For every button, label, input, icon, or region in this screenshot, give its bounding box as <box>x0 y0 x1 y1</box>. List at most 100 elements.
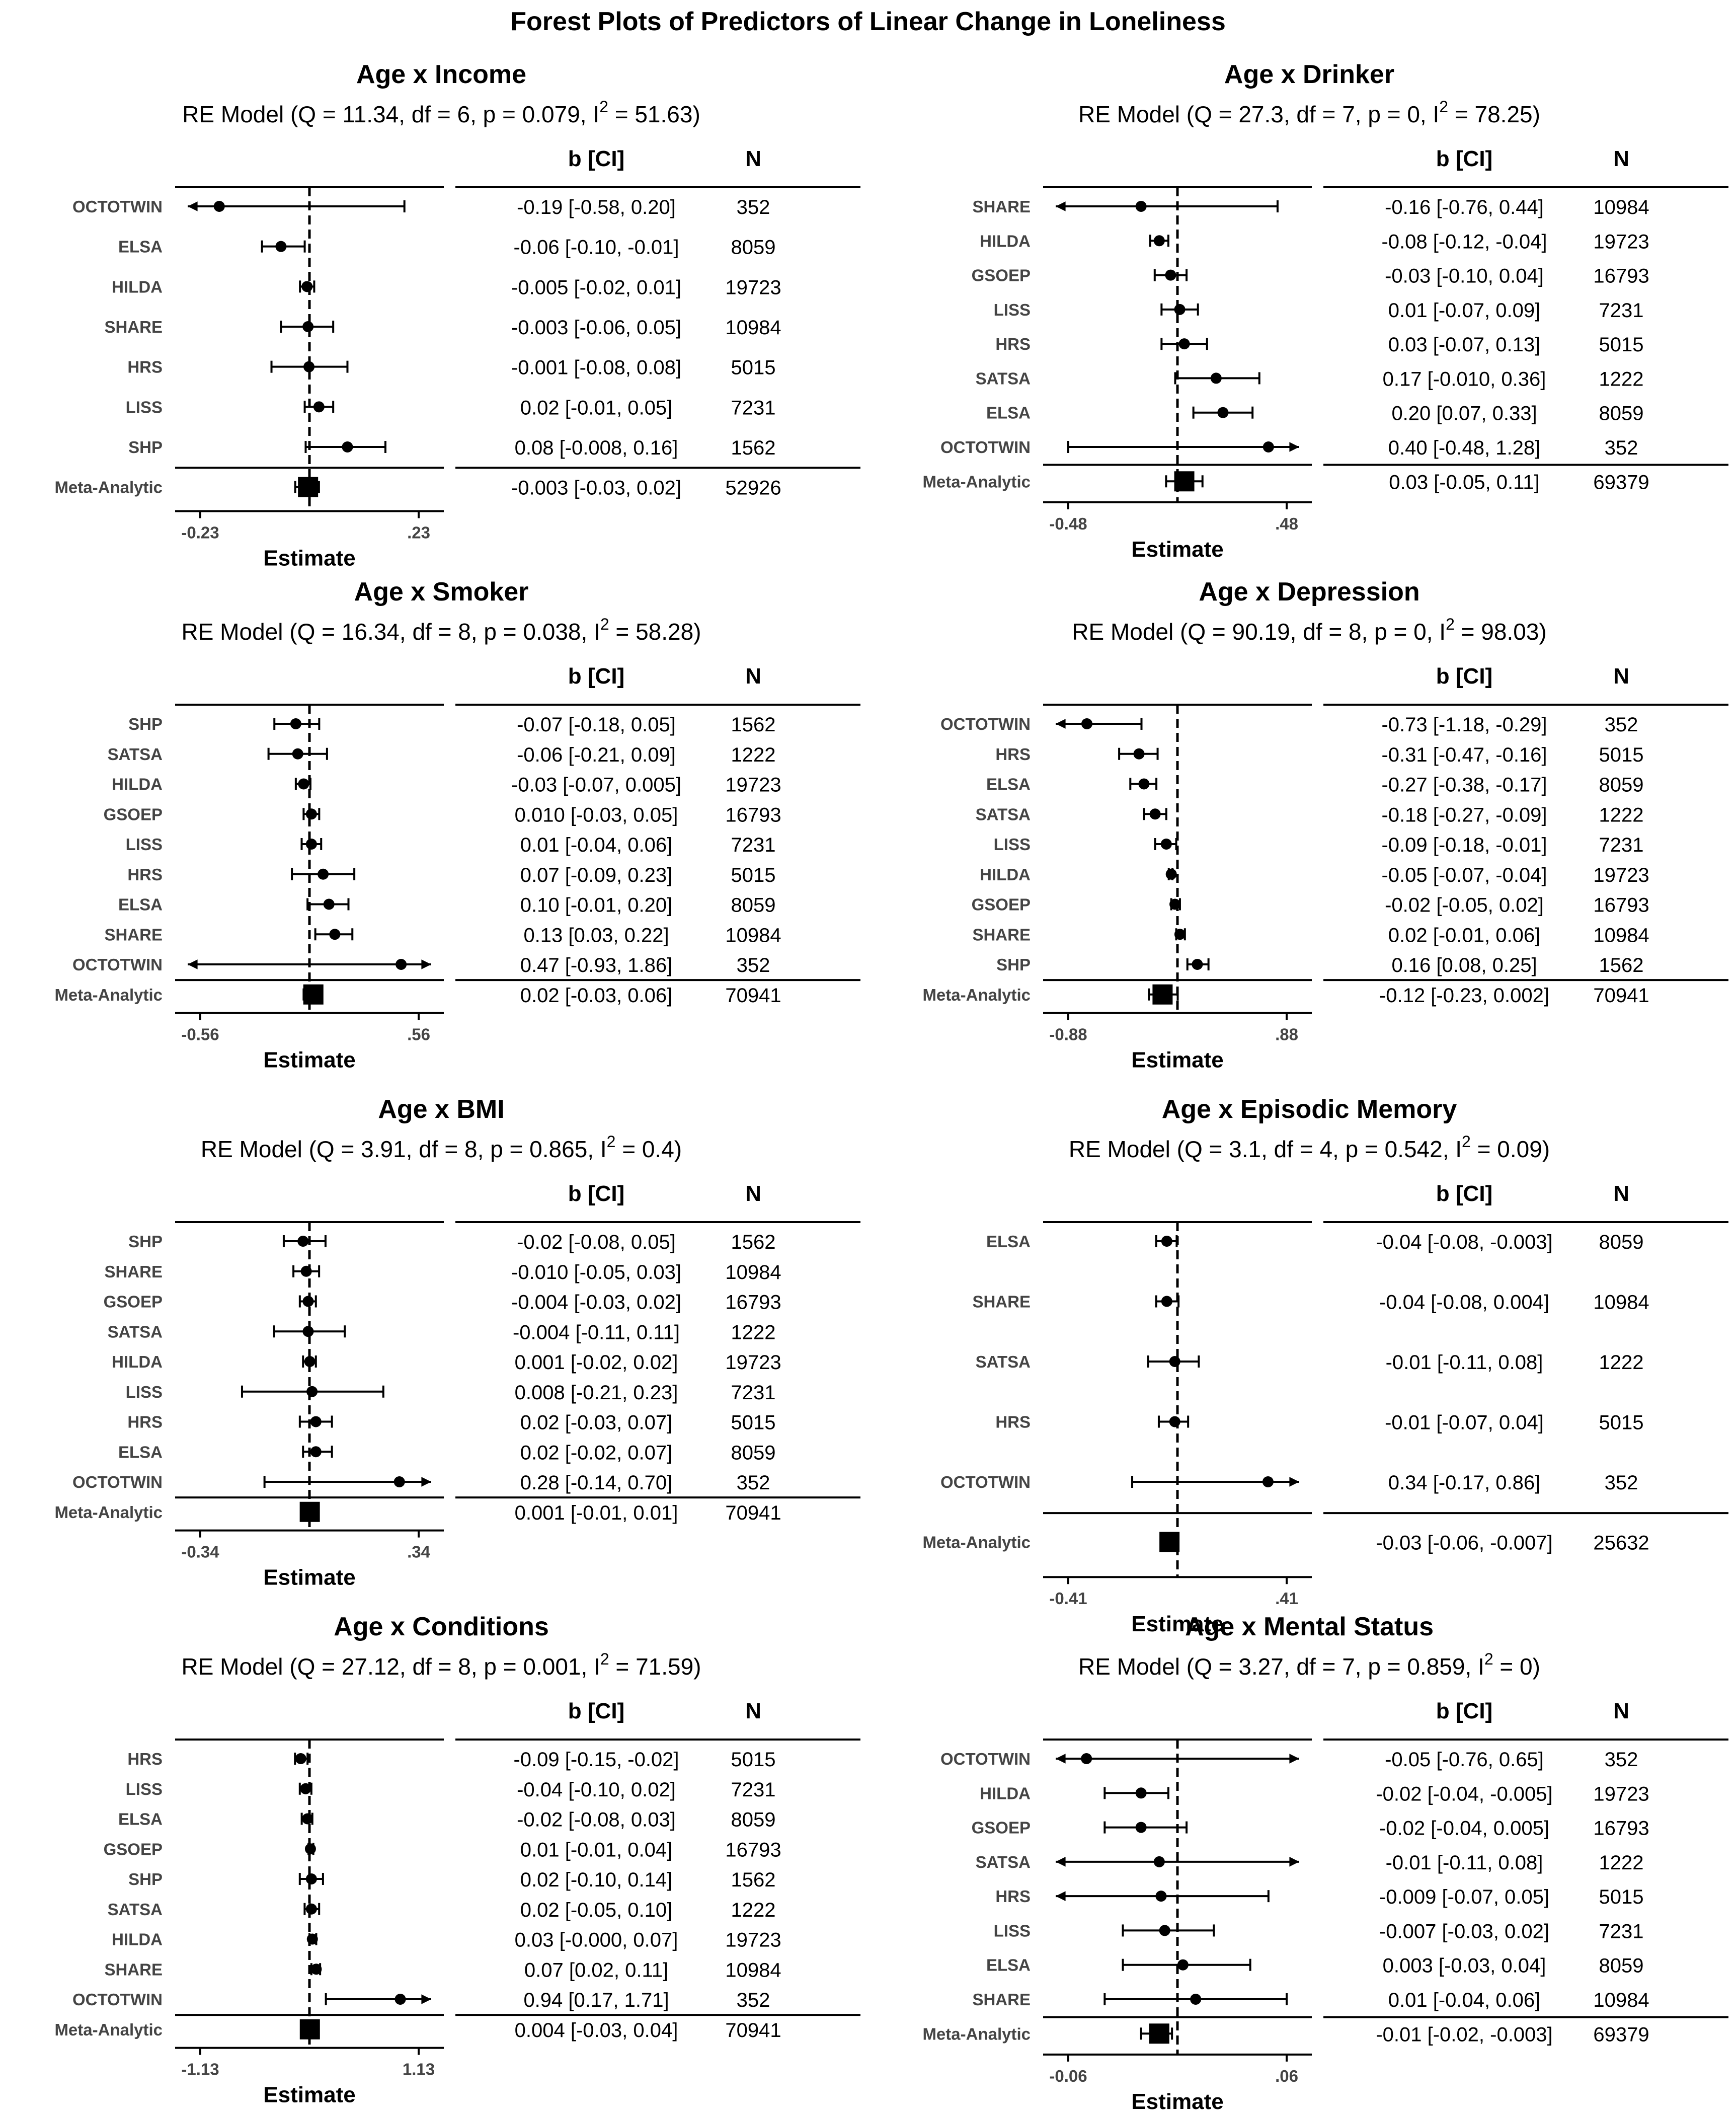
x-tick-label: -0.48 <box>1049 514 1087 533</box>
study-row-octotwin: OCTOTWIN 0.28 [-0.14, 0.70] 352 <box>72 1472 770 1494</box>
meta-analytic-row: Meta-Analytic 0.03 [-0.05, 0.11] 69379 <box>922 471 1649 493</box>
sample-size-text: 16793 <box>725 1292 781 1314</box>
estimate-ci-text: 0.07 [0.02, 0.11] <box>524 1959 668 1981</box>
point-estimate <box>298 778 309 790</box>
header-b-ci: b [CI] <box>568 664 624 689</box>
ci-clip-arrow <box>1289 1754 1299 1764</box>
sample-size-text: 7231 <box>731 834 776 856</box>
study-label: HRS <box>995 1413 1031 1431</box>
estimate-ci-text: 0.02 [-0.01, 0.05] <box>520 397 672 419</box>
estimate-ci-text: -0.009 [-0.07, 0.05] <box>1379 1886 1549 1908</box>
study-label: SHP <box>996 955 1031 974</box>
estimate-ci-text: -0.01 [-0.11, 0.08] <box>1386 1852 1543 1874</box>
sample-size-text: 10984 <box>725 1261 781 1284</box>
ci-clip-arrow <box>1289 1857 1299 1867</box>
meta-estimate-square <box>1174 471 1195 492</box>
model-summary: RE Model (Q = 90.19, df = 8, p = 0, I2 =… <box>1072 615 1546 645</box>
sample-size-text: 7231 <box>731 1382 776 1404</box>
model-summary-prefix: RE Model (Q = 3.1, df = 4, p = 0.542, I <box>1069 1136 1462 1162</box>
study-label: SATSA <box>108 745 163 764</box>
study-row-share: SHARE -0.003 [-0.06, 0.05] 10984 <box>104 317 781 339</box>
estimate-ci-text: -0.19 [-0.58, 0.20] <box>517 196 676 218</box>
sample-size-text: 8059 <box>1599 774 1644 796</box>
study-label: OCTOTWIN <box>940 1750 1031 1768</box>
point-estimate <box>290 718 301 729</box>
sample-size-text: 352 <box>1605 714 1638 736</box>
sample-size-text: 7231 <box>1599 834 1644 856</box>
x-tick-label: .56 <box>407 1025 430 1044</box>
sample-size-text: 10984 <box>1593 1292 1649 1314</box>
x-axis-label: Estimate <box>1131 2089 1223 2114</box>
point-estimate <box>1159 1925 1170 1936</box>
point-estimate <box>213 201 225 212</box>
point-estimate <box>1262 441 1274 452</box>
study-label: HILDA <box>112 1930 163 1949</box>
study-label: ELSA <box>118 238 163 256</box>
study-label: HRS <box>127 358 163 376</box>
estimate-ci-text: -0.07 [-0.18, 0.05] <box>517 714 676 736</box>
study-row-hrs: HRS -0.09 [-0.15, -0.02] 5015 <box>127 1749 775 1771</box>
point-estimate <box>300 1265 312 1277</box>
study-row-gsoep: GSOEP -0.004 [-0.03, 0.02] 16793 <box>104 1292 781 1314</box>
ci-clip-arrow <box>421 959 431 969</box>
sample-size-text: 7231 <box>1599 1920 1644 1942</box>
header-n: N <box>745 1699 761 1723</box>
estimate-ci-text: -0.04 [-0.08, 0.004] <box>1379 1292 1549 1314</box>
estimate-ci-text: 0.01 [-0.01, 0.04] <box>520 1839 672 1861</box>
study-row-hrs: HRS 0.07 [-0.09, 0.23] 5015 <box>127 864 775 886</box>
header-n: N <box>745 664 761 689</box>
header-b-ci: b [CI] <box>1436 664 1492 689</box>
point-estimate <box>1177 1959 1189 1971</box>
sample-size-text: 10984 <box>1593 924 1649 946</box>
study-row-satsa: SATSA -0.18 [-0.27, -0.09] 1222 <box>976 804 1644 826</box>
estimate-ci-text: -0.02 [-0.04, 0.005] <box>1379 1818 1549 1840</box>
point-estimate <box>302 1813 313 1825</box>
panel-title: Age x Drinker <box>1224 60 1394 89</box>
x-axis-label: Estimate <box>263 1048 355 1073</box>
estimate-ci-text: 0.01 [-0.04, 0.06] <box>520 834 672 856</box>
study-label: GSOEP <box>972 266 1031 285</box>
study-row-octotwin: OCTOTWIN -0.73 [-1.18, -0.29] 352 <box>940 714 1638 736</box>
header-n: N <box>1613 146 1629 171</box>
study-label: SHARE <box>972 197 1031 216</box>
study-label: HILDA <box>980 1784 1031 1802</box>
meta-label: Meta-Analytic <box>922 2024 1031 2043</box>
estimate-ci-text: 0.28 [-0.14, 0.70] <box>520 1472 672 1494</box>
sample-size-text: 7231 <box>731 397 776 419</box>
panel-age-x-conditions: Age x Conditions RE Model (Q = 27.12, df … <box>54 1612 860 2107</box>
ci-clip-arrow <box>1289 1477 1299 1487</box>
meta-estimate-square <box>1159 1532 1180 1552</box>
meta-estimate-square <box>303 984 324 1005</box>
meta-sample-size-text: 70941 <box>1593 985 1649 1007</box>
ci-clip-arrow <box>1056 201 1066 211</box>
point-estimate <box>1169 898 1181 910</box>
meta-label: Meta-Analytic <box>54 986 163 1004</box>
ci-clip-arrow <box>1056 1891 1066 1901</box>
panel-age-x-income: Age x Income RE Model (Q = 11.34, df = 6,… <box>54 60 860 570</box>
estimate-ci-text: 0.001 [-0.02, 0.02] <box>515 1351 678 1374</box>
panel-title: Age x Mental Status <box>1185 1612 1434 1641</box>
sample-size-text: 19723 <box>725 1351 781 1374</box>
estimate-ci-text: -0.004 [-0.03, 0.02] <box>511 1292 681 1314</box>
study-row-liss: LISS 0.008 [-0.21, 0.23] 7231 <box>126 1382 776 1404</box>
study-row-hilda: HILDA -0.08 [-0.12, -0.04] 19723 <box>980 231 1649 253</box>
point-estimate <box>393 1476 405 1487</box>
point-estimate <box>295 1753 306 1764</box>
study-label: OCTOTWIN <box>72 197 163 216</box>
study-row-share: SHARE -0.04 [-0.08, 0.004] 10984 <box>972 1292 1649 1314</box>
estimate-ci-text: -0.09 [-0.15, -0.02] <box>513 1749 679 1771</box>
study-row-hilda: HILDA -0.05 [-0.07, -0.04] 19723 <box>980 864 1649 886</box>
meta-estimate-square <box>299 2019 320 2040</box>
figure-title: Forest Plots of Predictors of Linear Cha… <box>510 7 1226 36</box>
point-estimate <box>1155 1891 1167 1902</box>
ci-clip-arrow <box>1056 1754 1066 1764</box>
estimate-ci-text: 0.003 [-0.03, 0.04] <box>1383 1955 1546 1977</box>
study-row-share: SHARE 0.07 [0.02, 0.11] 10984 <box>104 1959 781 1981</box>
point-estimate <box>394 1994 406 2005</box>
sample-size-text: 1562 <box>1599 954 1644 976</box>
x-tick-label: .48 <box>1275 514 1298 533</box>
study-row-shp: SHP 0.08 [-0.008, 0.16] 1562 <box>128 437 775 459</box>
ci-clip-arrow <box>421 1994 431 2004</box>
meta-analytic-row: Meta-Analytic 0.001 [-0.01, 0.01] 70941 <box>54 1501 781 1524</box>
study-label: HRS <box>127 865 163 884</box>
